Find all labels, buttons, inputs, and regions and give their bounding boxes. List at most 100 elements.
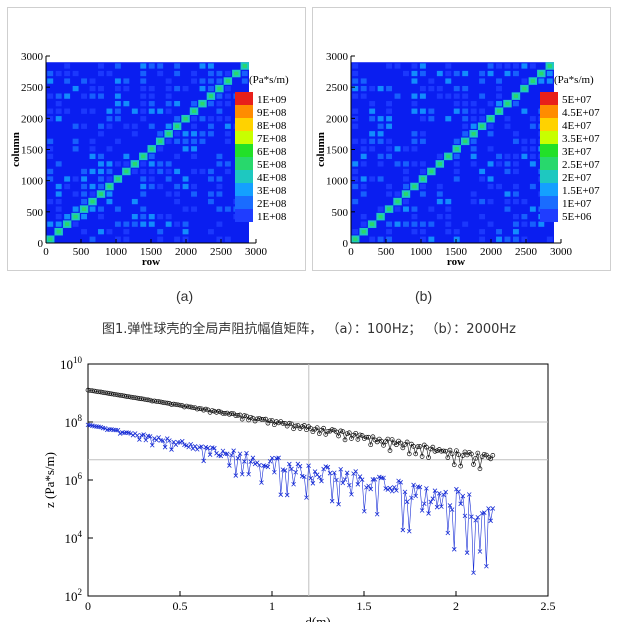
heatmap-cell: [529, 161, 536, 167]
data-point: [308, 426, 314, 431]
heatmap-cell: [403, 70, 409, 77]
heatmap-cell: [165, 168, 172, 175]
heatmap-cell: [55, 198, 62, 205]
data-point: [469, 451, 474, 457]
data-point: [349, 436, 354, 441]
heatmap-cell: [191, 183, 197, 190]
legend-label: 2.5E+07: [562, 159, 600, 171]
data-point: [224, 451, 230, 457]
x-tick-label: 500: [378, 246, 395, 258]
legend-label: 2E+08: [257, 198, 287, 210]
heatmap-cell: [199, 85, 206, 92]
data-point: [218, 453, 224, 459]
heatmap-cell: [377, 138, 384, 144]
heatmap-cell: [504, 116, 511, 122]
data-point: [278, 492, 284, 497]
heatmap-cell: [496, 78, 502, 84]
heatmap-cell: [157, 161, 164, 167]
heatmap-cell: [521, 214, 528, 220]
heatmap-cell: [89, 85, 96, 92]
heatmap-cell: [148, 221, 155, 227]
heatmap-cell: [496, 236, 502, 242]
heatmap-cell: [419, 116, 426, 122]
data-point: [252, 461, 258, 467]
heatmap-cell: [428, 236, 435, 242]
heatmap-cell: [140, 191, 147, 197]
data-point: [188, 441, 194, 447]
data-point: [167, 438, 172, 443]
heatmap-cell: [487, 161, 494, 167]
data-point: [162, 400, 168, 406]
heatmap-cell: [453, 176, 460, 182]
heatmap-cell: [106, 123, 113, 129]
heatmap-cell: [47, 153, 54, 160]
heatmap-cell: [191, 153, 197, 160]
data-point: [289, 466, 294, 472]
heatmap-cell: [114, 93, 121, 99]
data-point: [475, 450, 481, 456]
heatmap-cell: [98, 85, 104, 92]
data-point: [421, 501, 427, 507]
heatmap-cell: [174, 138, 181, 144]
heatmap-cell: [360, 191, 367, 197]
data-point: [340, 480, 346, 486]
legend-label: 1E+09: [257, 94, 287, 106]
data-point: [267, 458, 273, 464]
heatmap-cell: [487, 101, 494, 107]
heatmap-cell: [479, 236, 486, 242]
heatmap-cell: [479, 108, 486, 114]
heatmap-cell: [504, 198, 511, 205]
heatmap-cell: [165, 161, 172, 167]
heatmap-cell: [174, 191, 181, 197]
data-point: [265, 464, 271, 470]
heatmap-cell: [106, 191, 113, 197]
legend-label: 3.5E+07: [562, 133, 600, 145]
heatmap-cell: [504, 206, 511, 212]
data-point: [177, 440, 183, 445]
data-point: [192, 444, 198, 449]
heatmap-cell: [496, 153, 502, 160]
heatmap-cell: [386, 153, 393, 160]
legend-label: 4E+08: [257, 172, 287, 184]
heatmap-cell: [89, 206, 96, 212]
heatmap-cell: [394, 146, 401, 152]
data-point: [334, 477, 339, 483]
heatmap-cell: [89, 168, 96, 175]
heatmap-diag-core: [225, 79, 230, 83]
heatmap-cell: [386, 236, 393, 242]
heatmap-cell: [47, 78, 54, 84]
heatmap-cell: [123, 101, 130, 107]
data-point: [484, 563, 489, 569]
heatmap-cell: [462, 101, 469, 107]
heatmap-cell: [436, 85, 443, 92]
heatmap-cell: [89, 153, 96, 160]
heatmap-cell: [521, 146, 528, 152]
heatmap-cell: [64, 183, 71, 190]
heatmap-cell: [479, 70, 486, 77]
heatmap-cell: [453, 85, 460, 92]
data-point: [304, 427, 309, 433]
data-point: [102, 426, 108, 431]
heatmap-cell: [89, 93, 96, 99]
y-tick-label: 500: [27, 207, 44, 219]
heatmap-cell: [521, 198, 528, 205]
heatmap-cell: [360, 161, 367, 167]
data-point: [171, 401, 177, 407]
data-point: [248, 414, 254, 420]
heatmap-cell: [360, 153, 367, 160]
legend-swatch: [540, 170, 558, 183]
series-1: [85, 387, 496, 472]
heatmap-cell: [411, 206, 418, 212]
data-point: [353, 430, 359, 436]
data-point: [346, 430, 352, 436]
data-point: [398, 440, 404, 446]
heatmap-cell: [216, 206, 223, 212]
heatmap-cell: [148, 93, 155, 99]
x-axis-label: d(m): [305, 614, 330, 622]
heatmap-cell: [98, 153, 104, 160]
heatmap-cell: [174, 153, 181, 160]
heatmap-cell: [419, 229, 426, 235]
heatmap-plot-area: [46, 62, 249, 243]
heatmap-cell: [470, 153, 477, 160]
heatmap-cell: [411, 70, 418, 77]
